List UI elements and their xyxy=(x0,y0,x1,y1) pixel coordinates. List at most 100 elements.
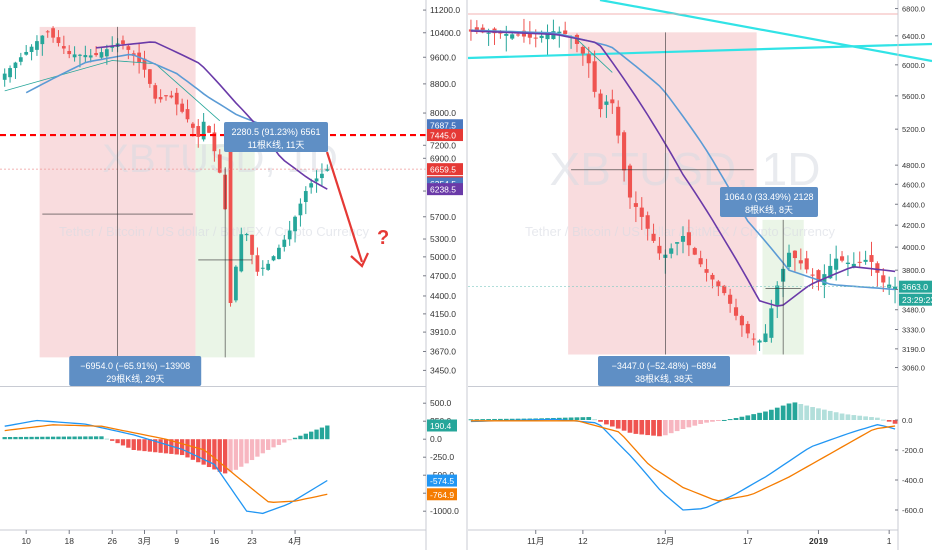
candle-body xyxy=(244,234,249,236)
y-tick-label: -250.0 xyxy=(430,452,454,462)
y-tick-label: 10400.0 xyxy=(430,28,461,38)
macd-histogram-bar xyxy=(468,419,474,421)
candle-body xyxy=(72,54,77,58)
candle-body xyxy=(18,57,23,62)
candle-body xyxy=(196,126,201,137)
y-tick-label: 4800.0 xyxy=(902,161,925,170)
macd-histogram-bar xyxy=(492,418,497,420)
macd-histogram-bar xyxy=(698,420,704,424)
candle-body xyxy=(158,97,163,100)
macd-histogram-bar xyxy=(67,436,72,440)
candle-body xyxy=(486,32,491,34)
macd-histogram-bar xyxy=(110,439,115,441)
x-tick-label: 3月 xyxy=(138,536,151,546)
y-tick-label: 6900.0 xyxy=(430,153,456,163)
macd-histogram-bar xyxy=(733,418,739,420)
drop-info-box xyxy=(598,356,730,386)
macd-histogram-bar xyxy=(639,420,645,435)
candle-body xyxy=(757,340,762,343)
candle-body xyxy=(792,250,797,259)
rise-info-box-line2: 11根K线, 11天 xyxy=(248,139,305,150)
candle-body xyxy=(94,53,98,56)
macd-histogram-bar xyxy=(217,439,222,472)
candle-body xyxy=(869,255,874,262)
macd-histogram-bar xyxy=(136,439,142,451)
candle-body xyxy=(622,132,627,171)
x-tick-label: 4月 xyxy=(288,536,301,546)
candle-body xyxy=(775,285,780,305)
candle-body xyxy=(266,263,271,270)
macd-histogram-bar xyxy=(282,439,287,443)
macd-histogram-bar xyxy=(480,419,486,421)
candle-body xyxy=(745,323,750,334)
macd-line xyxy=(4,419,328,515)
candle-body xyxy=(887,284,892,288)
macd-histogram-bar xyxy=(863,416,868,420)
forecast-arrow-line xyxy=(325,151,364,263)
candle-body xyxy=(164,95,168,97)
y-tick-label: -600.0 xyxy=(902,506,923,515)
cyan-trendline-falling xyxy=(599,0,932,63)
thin-channel-line xyxy=(576,39,613,73)
candle-body xyxy=(527,33,532,38)
macd-histogram-bar xyxy=(651,420,656,436)
macd-histogram-bar xyxy=(763,411,768,420)
rise-info-box xyxy=(224,122,328,152)
y-tick-label: 4400.0 xyxy=(902,200,925,209)
macd-histogram-bar xyxy=(61,436,66,440)
candle-body xyxy=(212,132,217,152)
macd-histogram-bar xyxy=(222,439,228,474)
macd-line xyxy=(470,418,896,511)
watermark: XBTUSD, 1D xyxy=(550,143,821,195)
x-tick-label: 2019 xyxy=(809,536,828,546)
x-tick-label: 18 xyxy=(64,536,74,546)
y-tick-label: -400.0 xyxy=(902,476,923,485)
candle-body xyxy=(239,234,244,272)
macd-histogram-bar xyxy=(568,417,574,420)
candle-body xyxy=(586,54,591,64)
macd-histogram-bar xyxy=(657,420,662,437)
y-tick-label: 3450.0 xyxy=(430,365,456,375)
y-tick-label: 5700.0 xyxy=(430,212,456,222)
macd-histogram-bar xyxy=(880,419,886,421)
candle-body xyxy=(104,49,109,57)
macd-histogram-bar xyxy=(822,409,827,420)
macd-histogram-bar xyxy=(751,414,757,420)
macd-histogram-bar xyxy=(276,439,282,445)
y-tick-label: 5000.0 xyxy=(430,252,456,262)
macd-histogram-bar xyxy=(710,420,715,422)
question-mark: ? xyxy=(377,227,389,249)
y-tick-label: 4150.0 xyxy=(430,309,456,319)
macd-histogram-bar xyxy=(158,439,163,453)
macd-histogram-bar xyxy=(668,420,674,434)
right-chart-panel[interactable]: XBTUSD, 1D Tether / Bitcoin / US dollar /… xyxy=(466,0,932,550)
y-tick-label: 11200.0 xyxy=(430,5,460,15)
macd-histogram-bar xyxy=(303,433,308,440)
x-tick-label: 11月 xyxy=(527,536,544,546)
candle-body xyxy=(185,109,190,120)
macd-histogram-bar xyxy=(174,439,179,455)
price-tag-bg xyxy=(427,119,463,132)
candle-body xyxy=(174,92,179,105)
macd-histogram-bar xyxy=(592,419,597,421)
macd-histogram-bar xyxy=(845,414,851,420)
macd-histogram-bar xyxy=(2,437,7,440)
candle-body xyxy=(563,30,568,35)
candle-body xyxy=(716,281,721,287)
moving-average-blue xyxy=(470,29,896,291)
macd-histogram-bar xyxy=(757,412,762,420)
drop-info-box-line1: −3447.0 (−52.48%) −6894 xyxy=(612,361,717,371)
price-tag: 23:29:23 xyxy=(902,295,932,305)
macd-histogram-bar xyxy=(56,436,61,440)
candle-body xyxy=(121,40,125,45)
candle-body xyxy=(45,31,50,33)
macd-histogram-bar xyxy=(609,420,615,427)
macd-histogram-bar xyxy=(115,439,120,444)
macd-histogram-bar xyxy=(99,436,104,440)
candle-body xyxy=(692,248,697,255)
y-tick-label: 4400.0 xyxy=(430,291,456,301)
macd-histogram-bar xyxy=(260,439,265,454)
macd-histogram-bar xyxy=(615,420,621,429)
